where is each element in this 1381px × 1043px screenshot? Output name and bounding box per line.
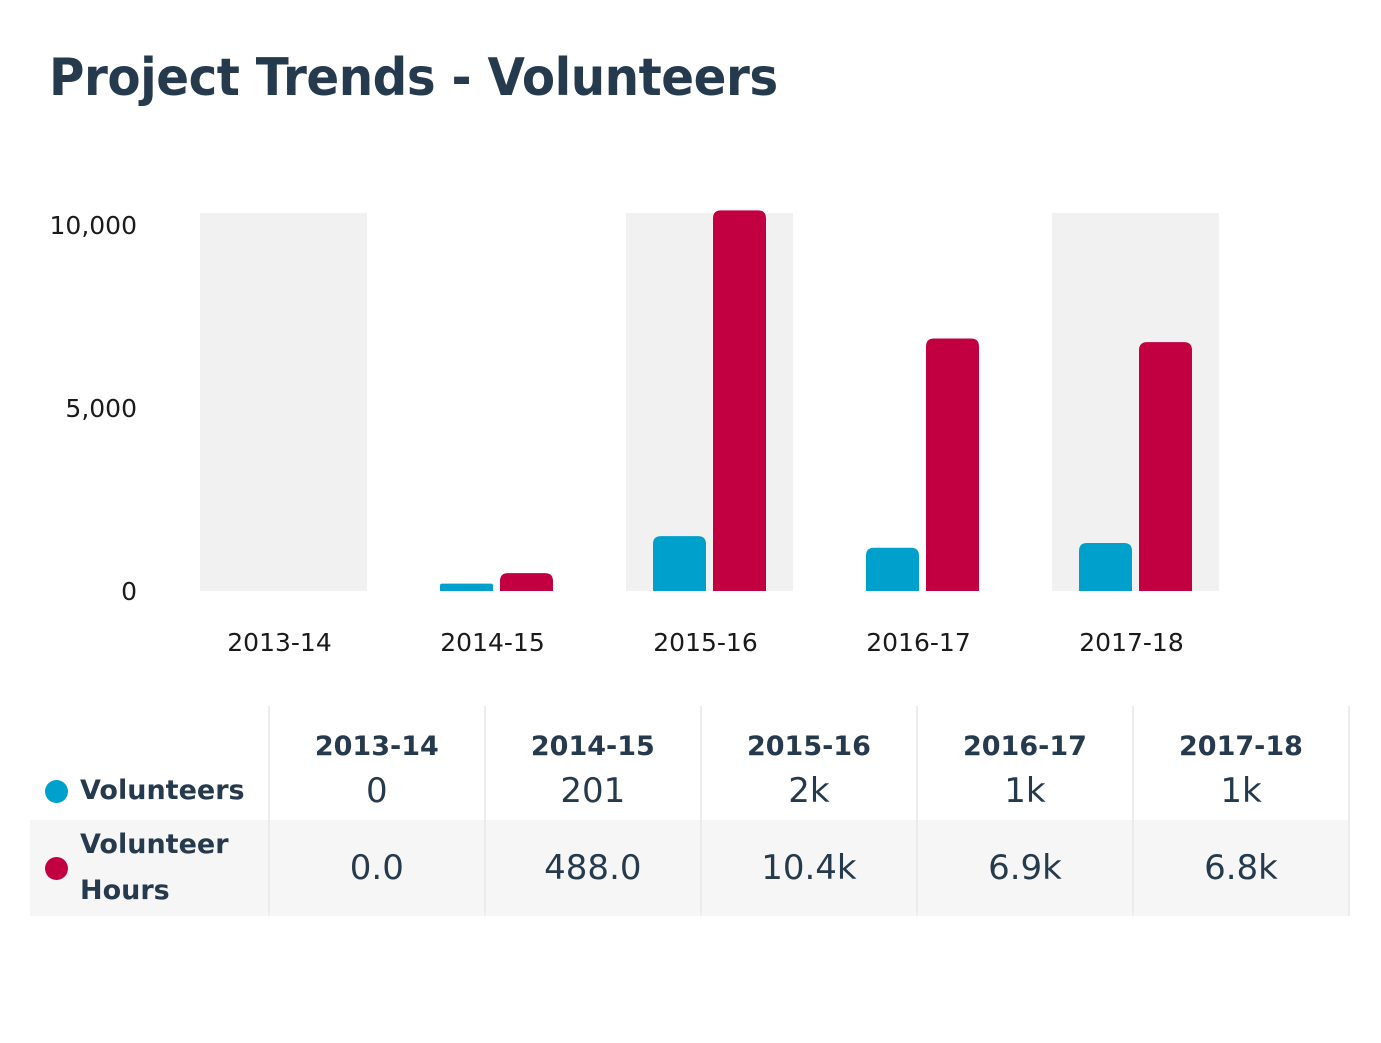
x-axis-label: 2015-16: [653, 628, 757, 657]
y-axis-ticks: 0 5,000 10,000: [50, 211, 137, 606]
column-header: 2017-18: [1132, 706, 1351, 762]
table-cell: 6.9k: [916, 820, 1134, 916]
volunteer-hours-bar: [713, 210, 766, 592]
x-axis-label: 2014-15: [440, 628, 544, 657]
x-axis-label: 2016-17: [866, 628, 970, 657]
table-cell: 10.4k: [700, 820, 918, 916]
y-axis-tick-label: 0: [121, 577, 137, 606]
column-header: 2014-15: [484, 706, 702, 762]
table-row-volunteers: Volunteers 0 201 2k 1k 1k: [30, 762, 1351, 820]
column-header: 2016-17: [916, 706, 1134, 762]
column-header: 2013-14: [268, 706, 486, 762]
category-band: [626, 213, 793, 591]
x-axis-label: 2013-14: [227, 628, 331, 657]
volunteers-bar: [1079, 543, 1132, 591]
category-band: [1052, 213, 1219, 591]
y-axis-tick-label: 10,000: [50, 211, 137, 240]
category-band: [200, 213, 367, 591]
volunteer-hours-bar: [1139, 342, 1192, 591]
chart-title: Project Trends - Volunteers: [49, 48, 778, 108]
volunteer-hours-bar: [926, 338, 979, 591]
series-name-line1: Volunteer: [80, 829, 229, 860]
data-table: 2013-14 2014-15 2015-16 2016-17 2017-18 …: [30, 706, 1351, 916]
column-header: 2015-16: [700, 706, 918, 762]
series-name-line2: Hours: [80, 875, 170, 906]
category-bands: [200, 213, 1219, 591]
table-cell: 1k: [916, 762, 1134, 820]
series-label-cell: Volunteers: [30, 762, 270, 820]
volunteers-legend-dot-icon: [45, 780, 68, 803]
table-cell: 6.8k: [1132, 820, 1351, 916]
bar-chart: 0 5,000 10,000 2013-14 2014-15 2015-16 2016-1…: [50, 210, 1219, 657]
table-cell: 1k: [1132, 762, 1351, 820]
volunteers-bar: [653, 536, 706, 591]
volunteers-bar: [866, 547, 919, 591]
table-row-volunteer-hours: Volunteer Hours 0.0 488.0 10.4k 6.9k 6.8…: [30, 820, 1351, 916]
volunteers-bar: [440, 583, 493, 591]
series-name: Volunteers: [80, 775, 245, 806]
table-corner: [30, 706, 270, 762]
series-label-cell: Volunteer Hours: [30, 820, 270, 916]
x-axis-label: 2017-18: [1079, 628, 1183, 657]
table-cell: 201: [484, 762, 702, 820]
table-cell: 0: [268, 762, 486, 820]
y-axis-tick-label: 5,000: [65, 394, 137, 423]
x-axis-labels: 2013-14 2014-15 2015-16 2016-17 2017-18: [227, 628, 1183, 657]
bars: [440, 210, 1192, 592]
table-cell: 2k: [700, 762, 918, 820]
table-cell: 0.0: [268, 820, 486, 916]
volunteer-hours-legend-dot-icon: [45, 857, 68, 880]
table-cell: 488.0: [484, 820, 702, 916]
table-header-row: 2013-14 2014-15 2015-16 2016-17 2017-18: [30, 706, 1351, 762]
volunteer-hours-bar: [500, 573, 553, 591]
